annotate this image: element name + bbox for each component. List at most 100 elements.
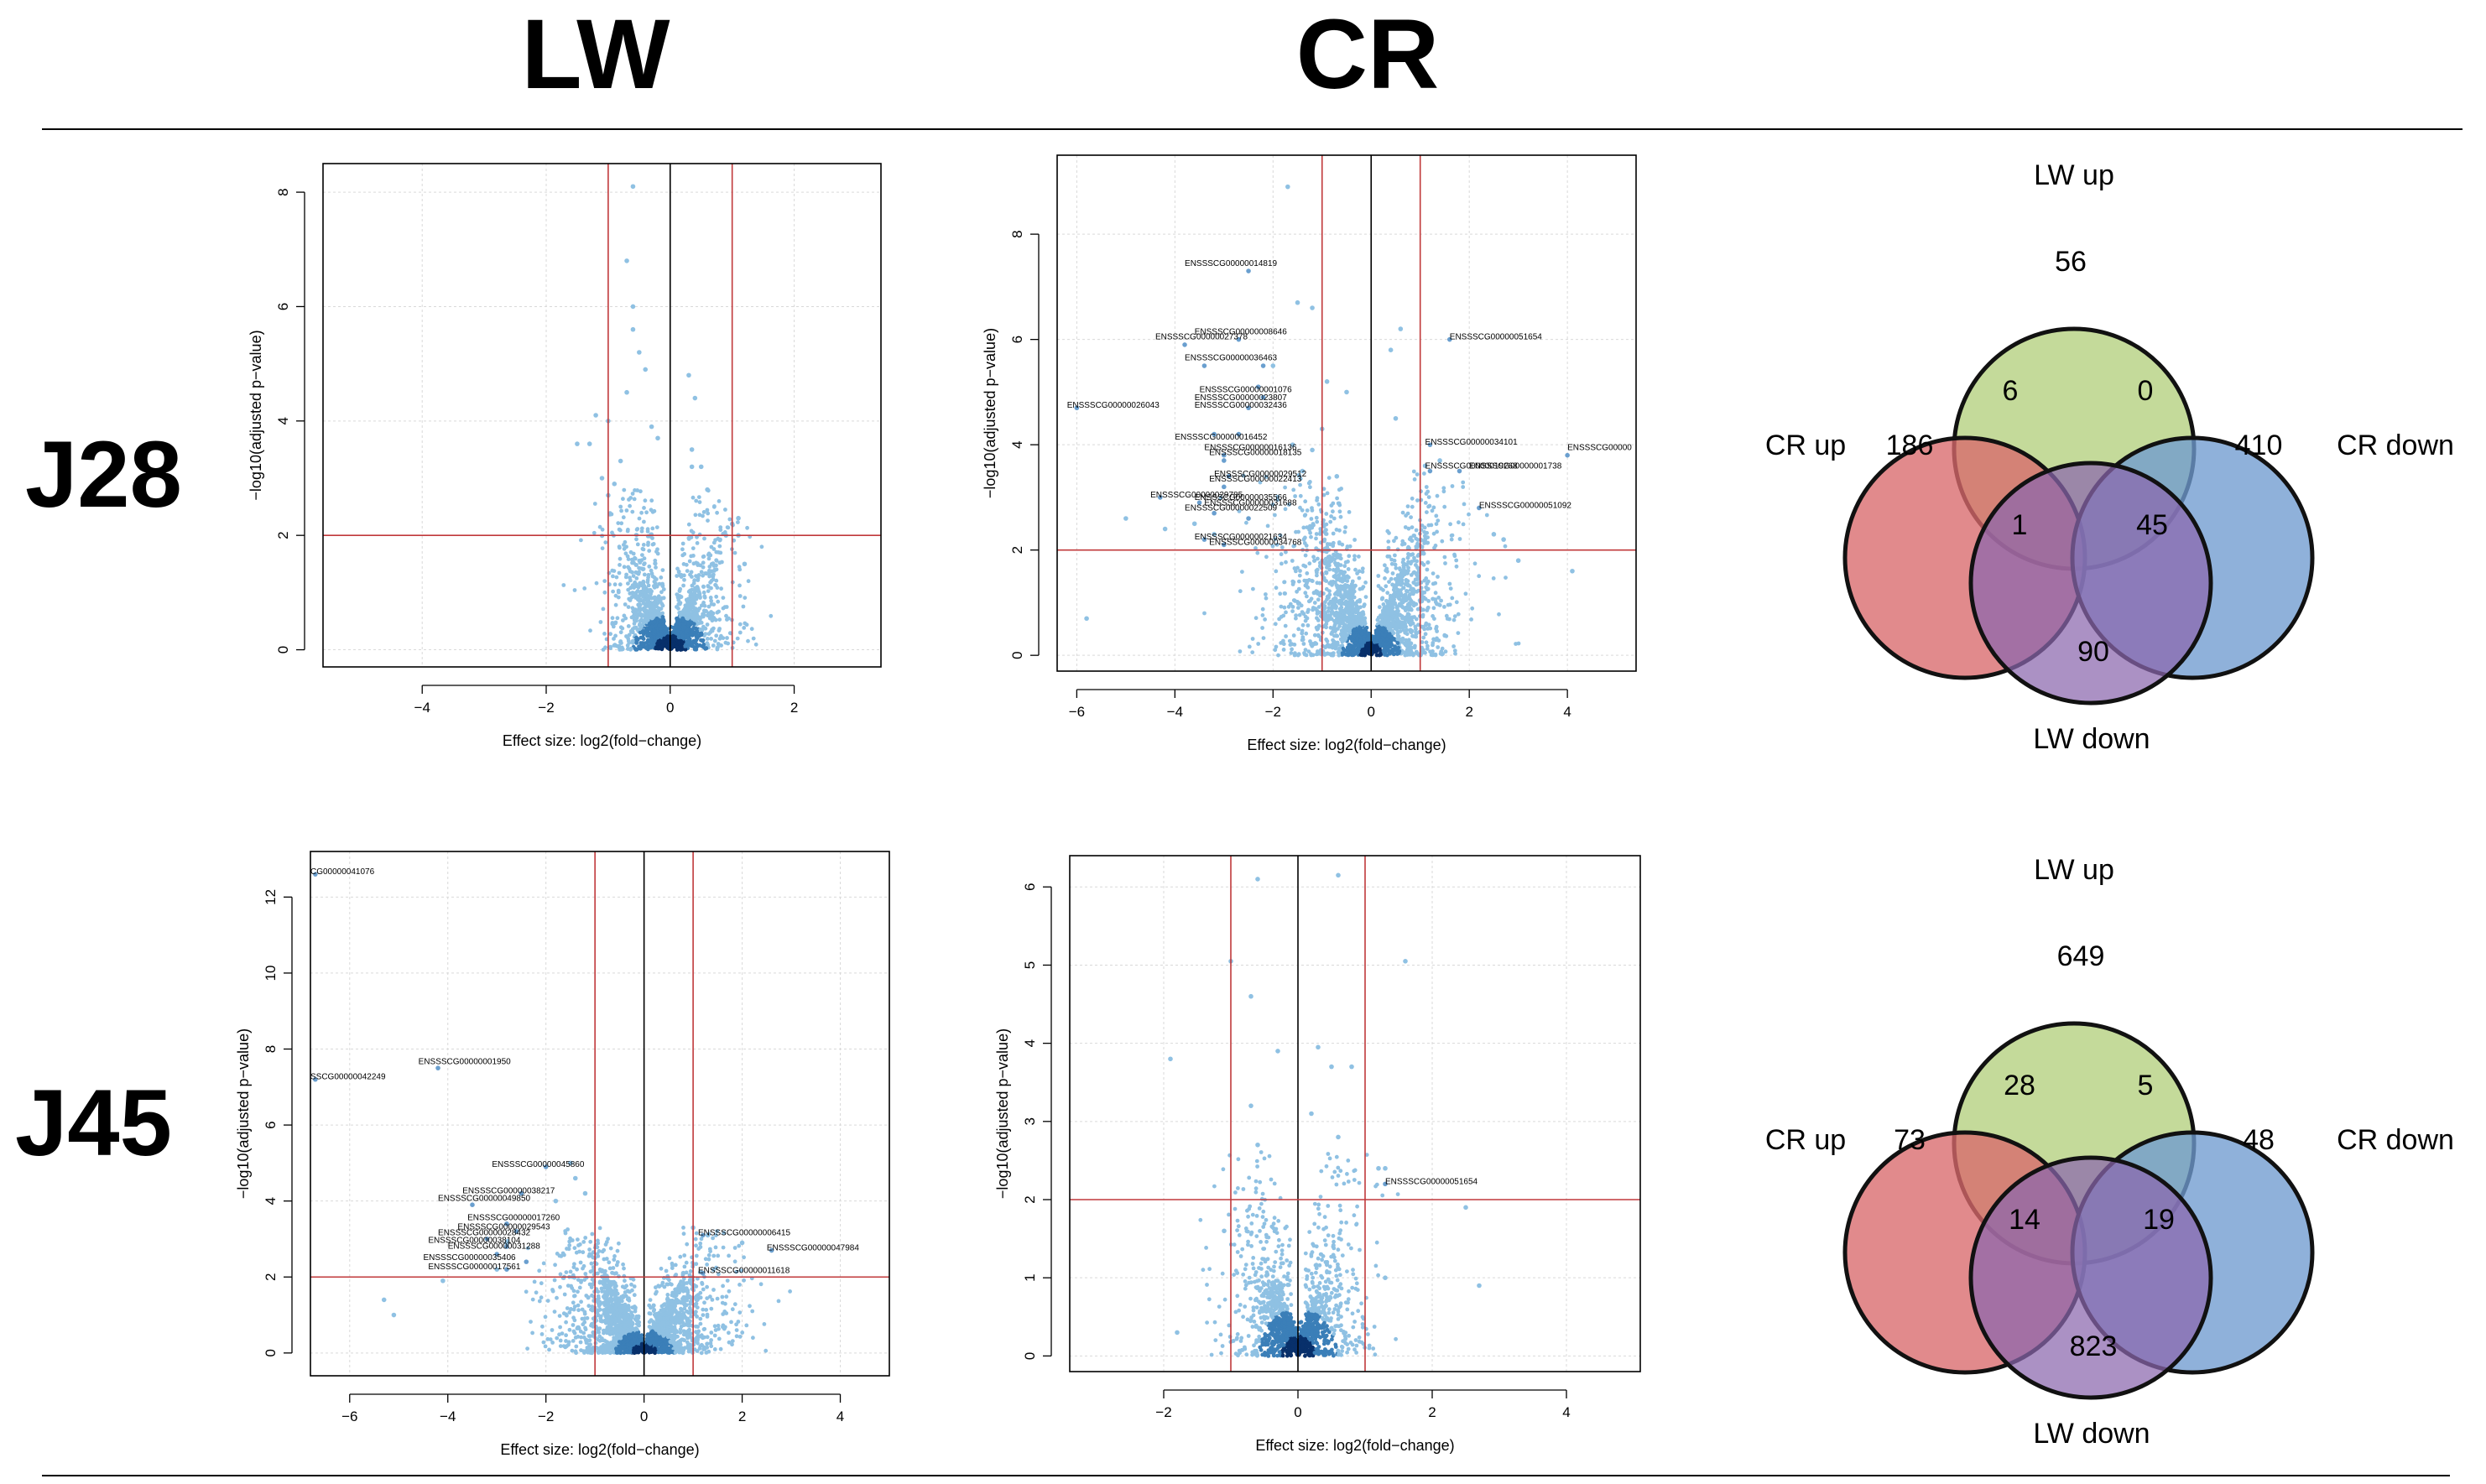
data-point bbox=[1322, 537, 1327, 542]
data-point bbox=[1342, 577, 1347, 582]
data-point bbox=[1425, 567, 1430, 572]
data-point bbox=[686, 602, 691, 607]
data-point bbox=[612, 637, 616, 641]
data-point bbox=[1332, 633, 1337, 638]
data-point bbox=[711, 611, 716, 616]
data-point bbox=[659, 590, 664, 595]
data-point bbox=[633, 611, 638, 616]
data-point bbox=[625, 554, 630, 559]
data-point bbox=[1424, 640, 1429, 645]
data-point bbox=[1335, 577, 1339, 582]
data-point bbox=[1308, 530, 1312, 535]
data-point bbox=[1316, 652, 1321, 656]
data-point bbox=[1472, 561, 1478, 566]
data-point bbox=[1201, 363, 1207, 368]
data-point bbox=[1329, 503, 1334, 508]
data-point bbox=[1394, 565, 1399, 570]
data-point bbox=[1390, 582, 1394, 587]
data-point bbox=[714, 633, 719, 638]
data-point bbox=[707, 565, 712, 569]
data-point bbox=[1503, 544, 1508, 549]
data-point bbox=[706, 518, 710, 523]
data-point bbox=[1332, 591, 1337, 596]
data-point bbox=[652, 629, 657, 633]
x-tick-label: 2 bbox=[1465, 704, 1472, 720]
data-point bbox=[636, 602, 641, 607]
data-point bbox=[1388, 593, 1393, 598]
data-point bbox=[1280, 545, 1285, 549]
data-point bbox=[633, 570, 638, 575]
data-point bbox=[1084, 616, 1089, 622]
data-point bbox=[1441, 489, 1446, 494]
data-point bbox=[1260, 394, 1266, 400]
data-point bbox=[703, 571, 707, 575]
data-point bbox=[568, 1236, 572, 1241]
data-point bbox=[723, 508, 727, 512]
data-point bbox=[705, 508, 710, 513]
data-point bbox=[692, 593, 697, 597]
data-point bbox=[610, 616, 615, 621]
data-point bbox=[655, 641, 659, 646]
data-point bbox=[1389, 622, 1394, 626]
data-point bbox=[1300, 638, 1306, 642]
data-point bbox=[1446, 336, 1452, 342]
data-point bbox=[631, 551, 636, 556]
data-point bbox=[1297, 612, 1302, 617]
data-point bbox=[607, 511, 612, 515]
data-point bbox=[675, 621, 680, 626]
data-point bbox=[1341, 632, 1345, 637]
data-point bbox=[1360, 622, 1364, 627]
data-point bbox=[1315, 573, 1319, 578]
data-point bbox=[1276, 653, 1280, 658]
gene-label: ENSSSCG00000022413 bbox=[1209, 475, 1302, 484]
data-point bbox=[1349, 591, 1354, 596]
data-point bbox=[634, 576, 639, 581]
data-point bbox=[661, 596, 666, 601]
data-point bbox=[1426, 504, 1431, 509]
data-point bbox=[1441, 486, 1446, 491]
data-point bbox=[1411, 534, 1416, 538]
data-point bbox=[1332, 627, 1337, 631]
data-point bbox=[1452, 614, 1457, 618]
data-point bbox=[699, 570, 704, 575]
data-point bbox=[634, 635, 638, 640]
data-point bbox=[1463, 591, 1468, 596]
data-point bbox=[1337, 653, 1342, 658]
data-point bbox=[646, 583, 651, 588]
data-point bbox=[1306, 481, 1311, 486]
data-point bbox=[676, 607, 680, 611]
x-tick-label: −4 bbox=[1167, 704, 1183, 720]
data-point bbox=[1342, 635, 1347, 640]
data-point bbox=[1401, 650, 1406, 654]
data-point bbox=[1274, 586, 1279, 591]
data-point bbox=[1435, 629, 1439, 633]
data-point bbox=[1436, 596, 1441, 600]
data-point bbox=[1318, 564, 1322, 568]
data-point bbox=[737, 565, 742, 570]
data-point bbox=[618, 528, 623, 533]
data-point bbox=[1425, 581, 1430, 586]
data-point bbox=[1279, 552, 1284, 557]
data-point bbox=[1435, 529, 1439, 534]
data-point bbox=[1389, 576, 1394, 581]
data-point bbox=[686, 372, 691, 378]
data-point bbox=[616, 521, 621, 525]
data-point bbox=[1349, 596, 1353, 600]
data-point bbox=[1338, 514, 1343, 519]
data-point bbox=[1329, 514, 1333, 518]
data-point bbox=[1350, 638, 1355, 643]
data-point bbox=[1196, 500, 1202, 505]
data-point bbox=[742, 626, 747, 630]
data-point bbox=[1385, 529, 1390, 534]
data-point bbox=[1292, 598, 1297, 602]
y-axis-label: −log10(adjusted p−value) bbox=[248, 330, 264, 500]
y-tick-label: 4 bbox=[1009, 440, 1025, 448]
data-point bbox=[1347, 620, 1352, 624]
data-point bbox=[684, 629, 688, 634]
data-point bbox=[602, 579, 607, 583]
data-point bbox=[1409, 553, 1414, 557]
data-point bbox=[746, 638, 750, 643]
data-point bbox=[1237, 509, 1242, 513]
data-point bbox=[1298, 569, 1302, 573]
data-point bbox=[682, 573, 686, 578]
